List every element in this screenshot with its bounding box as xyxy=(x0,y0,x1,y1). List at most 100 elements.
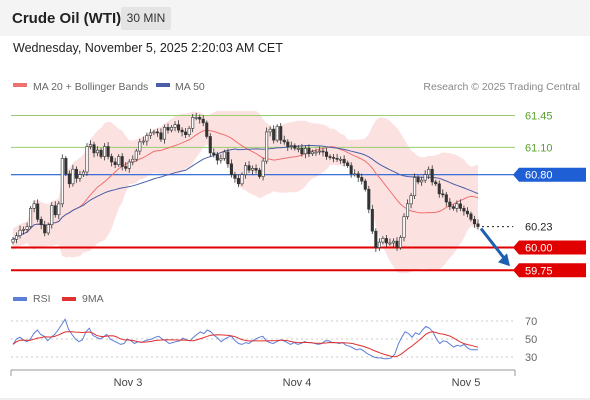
candle-body xyxy=(391,240,395,244)
candle-body xyxy=(57,203,61,216)
candle xyxy=(243,162,248,179)
candle xyxy=(296,144,300,153)
candle xyxy=(187,126,191,137)
level-tag-60.23: 60.23 xyxy=(513,219,586,234)
candle xyxy=(332,154,336,163)
candle-body xyxy=(60,158,64,205)
timeframe-button[interactable]: 30 MIN xyxy=(121,7,171,30)
candle-body xyxy=(310,151,314,155)
candle-body xyxy=(296,148,300,150)
x-tick-label: Nov 5 xyxy=(452,377,481,389)
candle xyxy=(289,141,293,150)
candle-body xyxy=(162,127,167,140)
candle xyxy=(448,198,452,210)
candle-body xyxy=(279,126,283,141)
candle-body xyxy=(14,235,19,240)
candle-body xyxy=(444,194,448,203)
ma20-legend-swatch xyxy=(13,83,27,87)
candle-body xyxy=(303,148,307,155)
candle-body xyxy=(92,144,96,154)
level-tag-60.00: 60.00 xyxy=(513,240,586,255)
candle-body xyxy=(367,188,371,210)
candle xyxy=(314,148,318,156)
rsi-panel: RSI 9MA 70 50 30 xyxy=(11,293,537,364)
candle-body xyxy=(201,118,205,124)
candle-body xyxy=(29,208,33,227)
candle xyxy=(339,156,343,164)
candle-body xyxy=(145,135,149,142)
candle xyxy=(138,138,142,155)
ma50-legend-swatch xyxy=(156,83,170,87)
level-tag-bg xyxy=(513,219,586,234)
candle xyxy=(18,225,22,239)
candle-body xyxy=(99,149,103,157)
candle-body xyxy=(332,157,336,159)
candle xyxy=(25,222,29,233)
candle xyxy=(342,155,346,167)
candle-body xyxy=(64,158,68,175)
candle xyxy=(215,151,219,165)
candle xyxy=(469,211,473,222)
level-label-61.45: 61.45 xyxy=(525,111,553,123)
candle-body xyxy=(124,166,128,169)
candle-body xyxy=(43,224,47,234)
forecast-arrow-shaft xyxy=(479,227,507,261)
candle-body xyxy=(388,242,392,245)
candle-body xyxy=(402,216,406,238)
candle xyxy=(103,143,107,161)
candle-body xyxy=(476,223,480,227)
candle xyxy=(219,154,223,164)
candle-body xyxy=(67,173,71,185)
candle-body xyxy=(11,239,15,243)
candle xyxy=(353,169,357,177)
candle xyxy=(395,237,399,251)
candle xyxy=(22,226,26,235)
candle-body xyxy=(184,131,188,135)
candle-body xyxy=(377,241,381,248)
candle-body xyxy=(240,174,244,185)
candle xyxy=(106,142,110,160)
rsi9ma-legend-swatch xyxy=(62,297,76,301)
moving-averages xyxy=(12,129,479,240)
candle-body xyxy=(427,168,431,176)
candle-body xyxy=(458,203,462,209)
candle-body xyxy=(265,131,269,162)
level-label-60.23: 60.23 xyxy=(525,222,553,234)
bollinger-bands xyxy=(13,111,478,273)
candle-body xyxy=(103,146,107,157)
rsi-tick-50: 50 xyxy=(525,334,537,346)
candle xyxy=(258,167,262,179)
ma50-line xyxy=(12,145,479,240)
candle xyxy=(268,126,272,137)
candle xyxy=(67,170,71,188)
candle xyxy=(391,238,395,248)
candle xyxy=(300,143,304,157)
candle xyxy=(455,200,459,213)
candle xyxy=(402,213,406,242)
candle xyxy=(384,235,388,247)
candle-body xyxy=(233,174,237,179)
candle-body xyxy=(275,126,279,141)
candle xyxy=(208,133,212,157)
candle-body xyxy=(46,224,50,234)
candle xyxy=(286,139,290,151)
candle xyxy=(113,158,117,169)
rsi-tick-70: 70 xyxy=(525,316,537,328)
candle-body xyxy=(148,132,152,136)
candle-body xyxy=(222,151,226,159)
candle xyxy=(134,148,138,162)
candle xyxy=(64,156,68,177)
candle xyxy=(335,153,339,163)
candle-body xyxy=(155,131,159,134)
x-tick-label: Nov 4 xyxy=(283,377,312,389)
level-label-59.75: 59.75 xyxy=(525,265,553,277)
candle-body xyxy=(413,177,417,196)
candle-body xyxy=(50,205,54,226)
candle xyxy=(32,200,36,213)
candle-body xyxy=(300,148,304,155)
candle-body xyxy=(469,213,473,220)
level-tag-59.75: 59.75 xyxy=(513,263,586,278)
candle-body xyxy=(53,205,57,216)
candle xyxy=(201,115,205,127)
candle-body xyxy=(416,177,420,183)
